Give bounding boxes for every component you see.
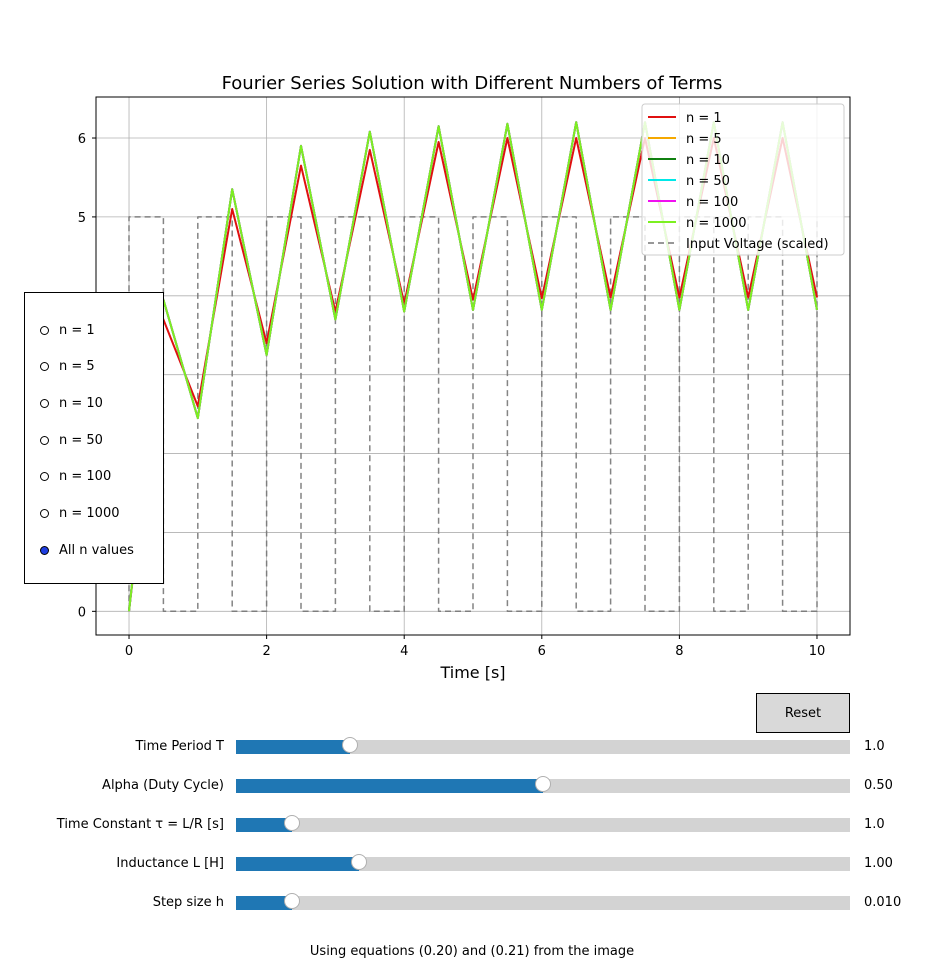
- legend-box: [641, 103, 845, 256]
- radio-dot-icon[interactable]: [40, 509, 49, 518]
- slider-fill: [236, 896, 293, 910]
- slider-row-2: Time Constant τ = L/R [s] 1.0: [0, 815, 944, 835]
- slider-value: 0.50: [864, 778, 893, 793]
- n-selector-panel: n = 1 n = 5 n = 10 n = 50 n = 100 n = 1000 All…: [24, 292, 164, 584]
- radio-label: n = 50: [59, 432, 103, 448]
- radio-dot-icon[interactable]: [40, 325, 49, 335]
- radio-option-3[interactable]: n = 50: [40, 430, 103, 450]
- slider-handle[interactable]: [341, 737, 358, 753]
- radio-label: n = 10: [59, 395, 103, 411]
- radio-label: n = 5: [59, 359, 95, 375]
- radio-label: n = 1: [59, 322, 95, 338]
- radio-option-6[interactable]: All n values: [40, 540, 134, 560]
- fourier-chart: Fourier Series Solution with Different N…: [78, 73, 851, 682]
- slider-track[interactable]: [236, 854, 850, 871]
- radio-dot-icon[interactable]: [40, 398, 49, 408]
- legend-label-4: n = 100: [686, 195, 738, 210]
- radio-option-0[interactable]: n = 1: [40, 320, 95, 340]
- slider-track[interactable]: [236, 737, 850, 754]
- slider-track[interactable]: [236, 893, 850, 910]
- radio-dot-icon[interactable]: [40, 435, 49, 445]
- x-axis-label: Time [s]: [439, 663, 505, 682]
- radio-dot-icon[interactable]: [40, 545, 49, 555]
- slider-value: 0.010: [864, 895, 902, 910]
- slider-label: Step size h: [152, 895, 224, 910]
- radio-label: n = 1000: [59, 506, 120, 521]
- slider-handle[interactable]: [284, 893, 301, 909]
- slider-label: Time Period T: [135, 739, 224, 754]
- radio-dot-icon[interactable]: [40, 472, 49, 482]
- slider-value: 1.00: [864, 856, 893, 871]
- slider-handle[interactable]: [284, 815, 301, 831]
- radio-option-1[interactable]: n = 5: [40, 357, 95, 377]
- reset-button[interactable]: Reset: [756, 693, 850, 733]
- slider-fill: [236, 857, 359, 871]
- x-tick-label-0: 0: [125, 644, 133, 659]
- slider-row-4: Step size h 0.010: [0, 893, 944, 913]
- ticks: 0 2 4 6 8 10 0 5 6: [78, 132, 826, 659]
- slider-label: Alpha (Duty Cycle): [102, 778, 224, 793]
- radio-dot-icon[interactable]: [40, 362, 49, 372]
- slider-value: 1.0: [864, 817, 885, 832]
- slider-row-0: Time Period T 1.0: [0, 737, 944, 757]
- chart-title: Fourier Series Solution with Different N…: [222, 73, 723, 94]
- legend-label-6: Input Voltage (scaled): [686, 237, 829, 252]
- slider-handle[interactable]: [535, 776, 551, 792]
- slider-value: 1.0: [864, 739, 885, 754]
- slider-fill: [236, 740, 350, 754]
- slider-label: Time Constant τ = L/R [s]: [56, 817, 224, 832]
- slider-track[interactable]: [236, 815, 850, 832]
- legend-label-5: n = 1000: [686, 216, 746, 231]
- legend-label-3: n = 50: [686, 174, 730, 189]
- radio-label: n = 100: [59, 469, 112, 485]
- y-tick-label-1: 5: [78, 211, 86, 226]
- slider-track[interactable]: [236, 776, 850, 793]
- slider-fill: [236, 818, 293, 832]
- x-tick-label-4: 8: [675, 644, 683, 659]
- radio-option-4[interactable]: n = 100: [40, 467, 111, 487]
- x-tick-label-2: 4: [400, 644, 408, 659]
- x-tick-label-1: 2: [262, 644, 270, 659]
- y-tick-label-0: 0: [78, 605, 86, 620]
- legend-label-2: n = 10: [686, 153, 730, 168]
- slider-handle[interactable]: [350, 854, 367, 870]
- series-line-6: [128, 216, 818, 613]
- radio-option-5[interactable]: n = 1000: [40, 504, 119, 524]
- legend: n = 1 n = 5 n = 10 n = 50 n = 100 n = 1000 Inp…: [641, 103, 845, 256]
- slider-fill: [236, 779, 543, 793]
- y-tick-label-2: 6: [78, 132, 86, 147]
- slider-row-1: Alpha (Duty Cycle) 0.50: [0, 776, 944, 796]
- x-tick-label-3: 6: [538, 644, 546, 659]
- slider-label: Inductance L [H]: [116, 856, 224, 871]
- radio-label: All n values: [59, 542, 134, 558]
- legend-label-1: n = 5: [686, 132, 722, 147]
- radio-option-2[interactable]: n = 10: [40, 393, 103, 413]
- slider-row-3: Inductance L [H] 1.00: [0, 854, 944, 874]
- x-tick-label-5: 10: [809, 644, 826, 659]
- footnote: Using equations (0.20) and (0.21) from t…: [309, 944, 635, 959]
- legend-label-0: n = 1: [686, 111, 722, 126]
